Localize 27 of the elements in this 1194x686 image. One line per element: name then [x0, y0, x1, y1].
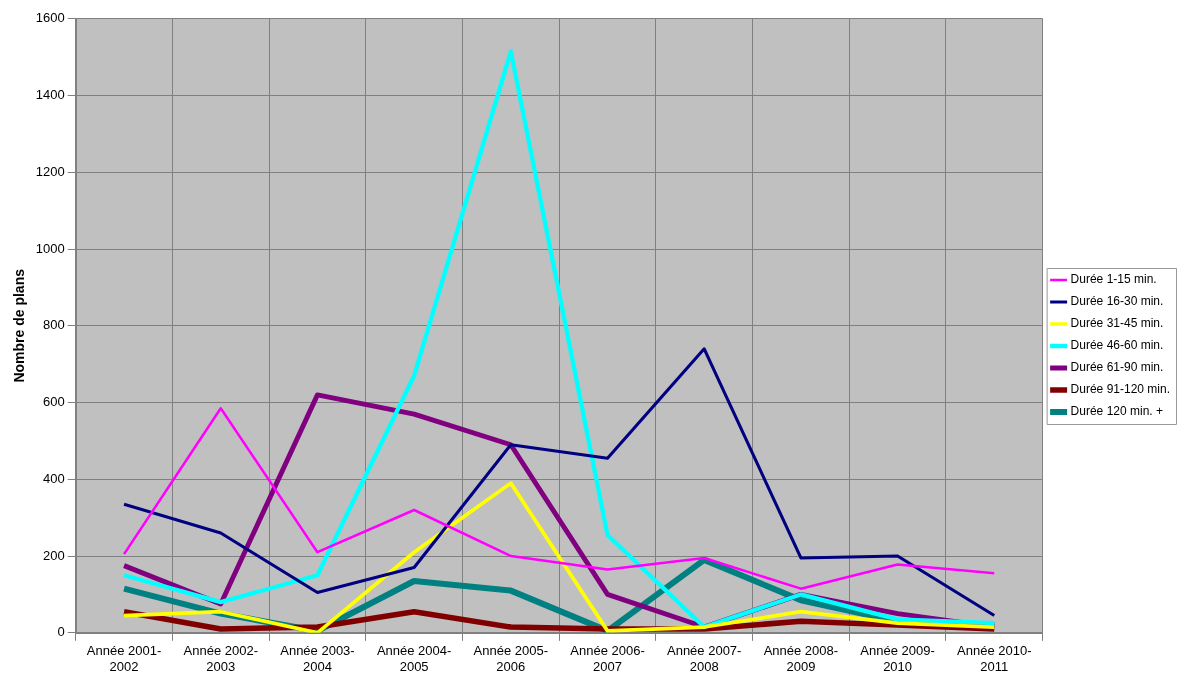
y-tick-label: 1600 — [35, 10, 65, 26]
legend-label: Durée 1-15 min. — [1070, 272, 1157, 287]
legend-label: Durée 61-90 min. — [1070, 360, 1164, 375]
y-tick-label: 0 — [57, 624, 65, 640]
legend-label: Durée 120 min. + — [1070, 404, 1163, 419]
y-tick-label: 1000 — [35, 240, 65, 256]
y-tick-label: 400 — [43, 470, 65, 486]
y-tick-label: 1200 — [35, 163, 65, 179]
y-tick-label: 1400 — [35, 87, 65, 103]
x-tick-label: Année 2006-2007 — [570, 643, 645, 674]
x-tick-label: Année 2001-2002 — [86, 643, 162, 674]
legend-label: Durée 16-30 min. — [1070, 294, 1164, 309]
y-tick-label: 200 — [43, 547, 65, 563]
x-tick-label: Année 2003-2004 — [280, 643, 355, 674]
legend-label: Durée 46-60 min. — [1070, 338, 1164, 353]
x-tick-label: Année 2010-2011 — [957, 643, 1032, 674]
x-tick-label: Année 2002-2003 — [183, 643, 258, 674]
x-tick-label: Année 2005-2006 — [473, 643, 549, 674]
legend-label: Durée 91-120 min. — [1070, 382, 1170, 397]
x-tick-label: Année 2004-2005 — [376, 643, 452, 674]
x-tick-label: Année 2009-2010 — [860, 643, 935, 674]
legend-label: Durée 31-45 min. — [1070, 316, 1164, 331]
y-tick-label: 600 — [43, 394, 65, 410]
y-axis-title: Nombre de plans — [11, 268, 28, 383]
x-tick-label: Année 2007-2008 — [666, 643, 742, 674]
y-tick-label: 800 — [43, 317, 65, 333]
x-tick-label: Année 2008-2009 — [763, 643, 839, 674]
